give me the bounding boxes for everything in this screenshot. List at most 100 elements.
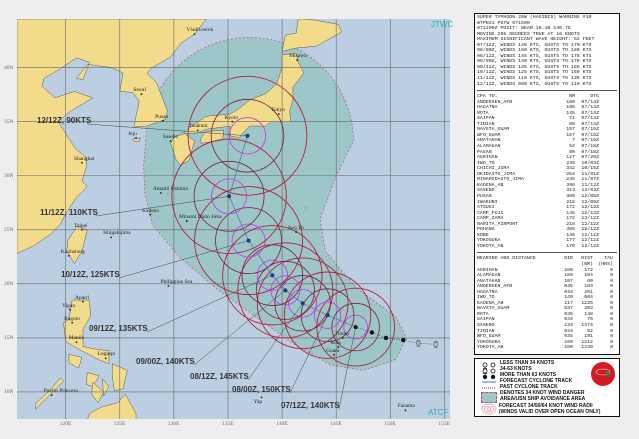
island (167, 192, 170, 196)
bd-dir-header: DIR (564, 256, 573, 262)
place-marker-icon (169, 140, 172, 143)
table-cell: 107 (564, 278, 573, 284)
table-cell: KADENA_AB (477, 182, 504, 188)
table-cell: MINAMIDAITO_JIMA (477, 177, 524, 183)
table-row: ATSUGI 172 12/12Z (477, 205, 617, 211)
forecast-label: 09/12Z, 135KTS (89, 324, 148, 333)
table-cell: 264 (566, 171, 575, 177)
warning-map: Vladivostok Misawa Seoul Pusan Jeju Sasebo Sha… (17, 19, 450, 419)
table-cell: WFO_GUAM (477, 334, 501, 340)
table-cell: AGRIHAN (477, 155, 498, 161)
bd-header: BEARING AND DISTANCE DIR DIST TAU (477, 256, 617, 262)
table-cell: 191 (584, 334, 593, 340)
place-label: Philippine Sea (160, 279, 193, 285)
table-cell: 035 (564, 334, 573, 340)
table-cell: 0 (610, 339, 613, 345)
table-cell: 342 (566, 166, 575, 172)
place-label: Kadena (142, 207, 159, 214)
table-row: HAGATNA 198 07/14Z (477, 105, 617, 111)
table-cell: 1212 (581, 339, 593, 345)
land-jeju (132, 137, 141, 142)
place-label: Vigan (62, 302, 76, 309)
place-marker-icon (341, 336, 344, 339)
table-cell: 0 (610, 284, 613, 290)
place-marker-icon (193, 33, 196, 36)
place-marker-icon (135, 137, 137, 139)
table-cell: POHANG (477, 227, 495, 233)
table-cell: 12/03Z (581, 188, 599, 194)
past-position-storm-icon (416, 339, 421, 347)
divider (477, 252, 617, 254)
table-cell: NAVSTA_GUAM (477, 306, 510, 312)
place-marker-icon (71, 321, 74, 324)
table-row: CAMP_FUJI 145 12/12Z (477, 211, 617, 217)
warning-line: 09/00Z, WINDS 140 KTS, GUSTS TO 170 KTS (477, 59, 592, 65)
table-cell: 12/08Z (581, 193, 599, 199)
table-row: YOKOSUKA 177 12/12Z (477, 238, 617, 244)
atcf-label: ATCF (428, 408, 449, 417)
forecast-label-leader (289, 315, 328, 394)
table-cell: 12/12Z (581, 232, 599, 238)
legend-danger-1: DENOTES 34 KNOT WIND DANGER (500, 390, 585, 396)
table-cell: 90 (569, 149, 575, 155)
table-cell: ANATAHAN (477, 138, 501, 144)
table-cell: 0 (610, 278, 613, 284)
table-cell: 044 (564, 328, 573, 334)
table-row: KOBE 146 12/12Z (477, 233, 617, 239)
place-label: Baguio (64, 315, 81, 322)
cpa-table: ANDERSEN_AFB 180 07/14Z HAGATNA 198 07/14Z ROT… (477, 100, 617, 250)
place-label: Kaohsiung (60, 248, 85, 255)
place-marker-icon (81, 228, 83, 231)
table-cell: 12/12Z (581, 238, 599, 244)
table-cell: 12/12Z (581, 221, 599, 227)
place-marker-icon (296, 59, 299, 61)
place-marker-icon (104, 357, 107, 360)
table-cell: 146 (566, 232, 575, 238)
forecast-label: 11/12Z, 110KTS (40, 208, 98, 217)
place-marker-icon (162, 119, 164, 122)
warning-line: 08/00Z, WINDS 150 KTS, GUSTS TO 180 KTS (477, 48, 592, 54)
table-cell: 12/12Z (581, 216, 599, 222)
place-marker-icon (69, 308, 71, 311)
table-cell: 12/12Z (581, 210, 599, 216)
table-row: YOKOSUKA 160 1212 0 (477, 340, 617, 346)
wind-radius-50kt (331, 302, 380, 352)
legend-past-track: PAST CYCLONE TRACK (500, 384, 558, 390)
table-cell: 396 (566, 182, 575, 188)
legend-wind-radii-1: FORECAST 34/50/64 KNOT WIND RADII (499, 403, 593, 409)
warning-line: 071200Z POSIT: NEAR 16.1N 146.7E (477, 26, 571, 32)
table-row: SASEBO 313 12/03Z (477, 188, 617, 194)
table-cell: 0 (610, 328, 613, 334)
divider (477, 90, 617, 92)
table-cell: 0 (610, 334, 613, 340)
warning-line: 11/12Z, WINDS 110 KTS, GUSTS TO 135 KTS (477, 76, 592, 82)
table-cell: 037 (564, 306, 573, 312)
lat-tick-label: 25N (4, 226, 14, 233)
table-cell: 07/14Z (581, 116, 599, 122)
table-cell: NARITA_AIRPORT (477, 221, 519, 227)
land-mindanao (87, 393, 137, 419)
table-cell: ROTA (477, 110, 489, 116)
table-cell: YOKOTA_AB (477, 243, 504, 249)
place-label: Amami Oshima (152, 186, 188, 193)
table-row: YOKOTA_AB 179 12/12Z (477, 244, 617, 250)
map-canvas (17, 19, 450, 419)
table-cell: 145 (566, 110, 575, 116)
lon-tick-label: 125E (113, 421, 126, 427)
lat-tick-label: 20N (4, 280, 14, 287)
table-cell: HAGATNA (477, 105, 498, 111)
table-cell: 12/12Z (581, 243, 599, 249)
cpa-nm-header: NM (569, 94, 575, 100)
table-cell: 07/14Z (581, 121, 599, 127)
island (151, 212, 154, 215)
table-cell: 07/14Z (581, 105, 599, 111)
past-position-storm-icon (433, 340, 438, 348)
table-row: NAVSTA_GUAM 037 203 0 (477, 306, 617, 312)
past-track (355, 326, 436, 345)
past-position-typhoon-icon (383, 335, 389, 341)
wind-radius-34kt (237, 242, 334, 339)
table-row: ALAMAGAN 150 104 0 (477, 273, 617, 279)
table-row: SAIPAN 71 07/14Z (477, 116, 617, 122)
table-cell: 201 (584, 289, 593, 295)
table-cell: 92 (587, 328, 593, 334)
